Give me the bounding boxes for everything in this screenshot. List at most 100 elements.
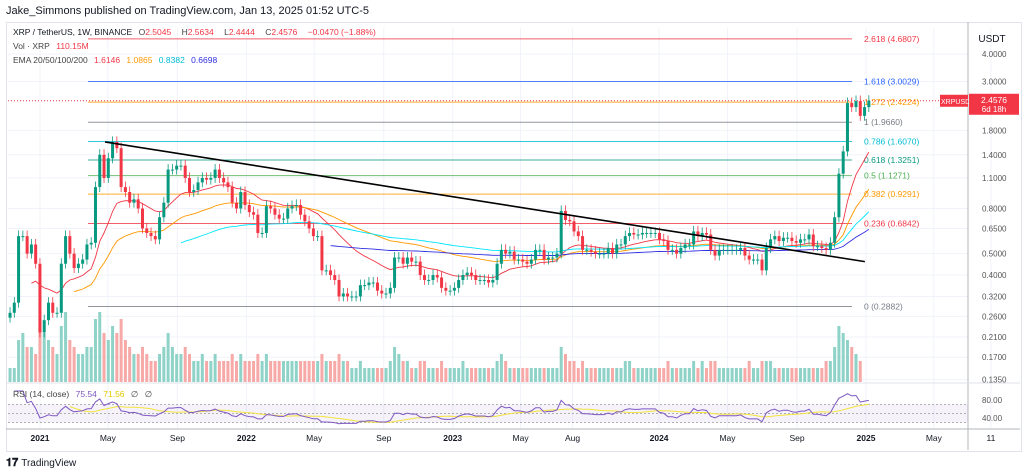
candle xyxy=(213,163,217,183)
candle xyxy=(828,237,832,255)
candle-body xyxy=(431,275,435,280)
candle xyxy=(51,297,55,318)
candle-body xyxy=(234,202,238,209)
volume-bar xyxy=(367,368,371,382)
candle-body xyxy=(538,249,542,251)
volume-bar xyxy=(21,333,25,382)
volume-bar xyxy=(38,319,42,382)
volume-bar xyxy=(209,361,213,382)
volume-label[interactable]: Vol · XRP xyxy=(13,41,50,51)
candle-body xyxy=(581,236,585,250)
volume-bar xyxy=(414,368,418,382)
candle-body xyxy=(81,259,85,264)
candle-body xyxy=(179,165,183,167)
grid-lines xyxy=(8,28,992,428)
candle-body xyxy=(670,249,674,251)
candle xyxy=(307,215,311,234)
candle-body xyxy=(675,249,679,254)
ema-label[interactable]: EMA 20/50/100/200 xyxy=(13,55,88,65)
candle-body xyxy=(333,275,337,280)
candle-body xyxy=(115,141,119,149)
candle xyxy=(320,230,324,276)
candle-body xyxy=(367,282,371,286)
price-tick: 4.0000 xyxy=(982,50,1007,59)
high-label: H xyxy=(181,27,188,37)
candle xyxy=(457,274,461,293)
candle xyxy=(427,274,431,285)
candle-body xyxy=(751,259,755,261)
close-label: C xyxy=(265,27,272,37)
volume-bar xyxy=(461,361,465,382)
candle-body xyxy=(807,234,811,240)
fib-level-label: 1 (1.9660) xyxy=(864,117,903,127)
candle xyxy=(529,253,533,269)
candle xyxy=(452,282,456,296)
volume-bar xyxy=(858,361,862,382)
candle xyxy=(273,202,277,220)
candle-body xyxy=(34,244,38,264)
volume-bar xyxy=(25,347,29,382)
candle-body xyxy=(397,257,401,259)
candle-body xyxy=(358,285,362,297)
volume-bar xyxy=(645,368,649,382)
volume-bar xyxy=(709,361,713,382)
ema-100-value: 0.8382 xyxy=(158,55,185,65)
candle-body xyxy=(786,237,790,239)
candle-body xyxy=(747,255,751,260)
time-tick: 2023 xyxy=(443,433,462,443)
volume-bar xyxy=(769,361,773,382)
candle-body xyxy=(683,244,687,249)
volume-bar xyxy=(713,361,717,382)
candle-body xyxy=(281,218,285,220)
close-value: 2.4576 xyxy=(271,27,298,37)
candle xyxy=(8,307,12,323)
volume-bar xyxy=(260,361,264,382)
candle-body xyxy=(435,275,439,278)
candle xyxy=(769,233,773,253)
candle xyxy=(589,244,593,257)
candle xyxy=(431,269,435,285)
candle xyxy=(98,149,102,193)
last-price-value: 2.4576 xyxy=(981,95,1007,105)
candle xyxy=(504,244,508,259)
candle-body xyxy=(170,169,174,171)
candle xyxy=(696,225,700,242)
time-tick: Sep xyxy=(789,433,804,443)
volume-bar xyxy=(230,354,234,382)
candle xyxy=(649,227,653,238)
symbol-name[interactable]: XRP / TetherUS, 1W, BINANCE xyxy=(13,27,133,37)
volume-bar xyxy=(375,368,379,382)
time-tick: Sep xyxy=(376,433,391,443)
rsi-ma-value: 71.56 xyxy=(103,389,125,399)
candle xyxy=(512,246,516,265)
candle-body xyxy=(722,249,726,251)
volume-bar xyxy=(371,368,375,382)
volume-bar xyxy=(51,347,55,382)
candle-body xyxy=(128,192,132,203)
candle-body xyxy=(8,312,12,318)
candle xyxy=(837,168,841,223)
candle xyxy=(260,227,264,238)
candle-body xyxy=(619,244,623,246)
candle-body xyxy=(260,232,264,234)
volume-bar xyxy=(153,361,157,382)
volume-bar xyxy=(422,361,426,382)
candle xyxy=(371,276,375,288)
candle-body xyxy=(72,253,76,269)
candle-body xyxy=(487,279,491,283)
candle-body xyxy=(192,190,196,193)
candle-body xyxy=(739,248,743,250)
candle-body xyxy=(119,148,123,188)
candle xyxy=(777,230,781,246)
candle-body xyxy=(529,259,533,264)
tradingview-logo[interactable]: 𝟏𝟕 TradingView xyxy=(6,457,76,470)
rsi-label[interactable]: RSI (14, close) xyxy=(13,389,70,399)
candle xyxy=(316,230,320,242)
candle xyxy=(136,193,140,214)
candle xyxy=(333,269,337,285)
volume-bar xyxy=(128,347,132,382)
candle-body xyxy=(102,154,106,178)
candle-body xyxy=(149,232,153,237)
volume-legend: Vol · XRP 110.15M xyxy=(13,41,93,51)
